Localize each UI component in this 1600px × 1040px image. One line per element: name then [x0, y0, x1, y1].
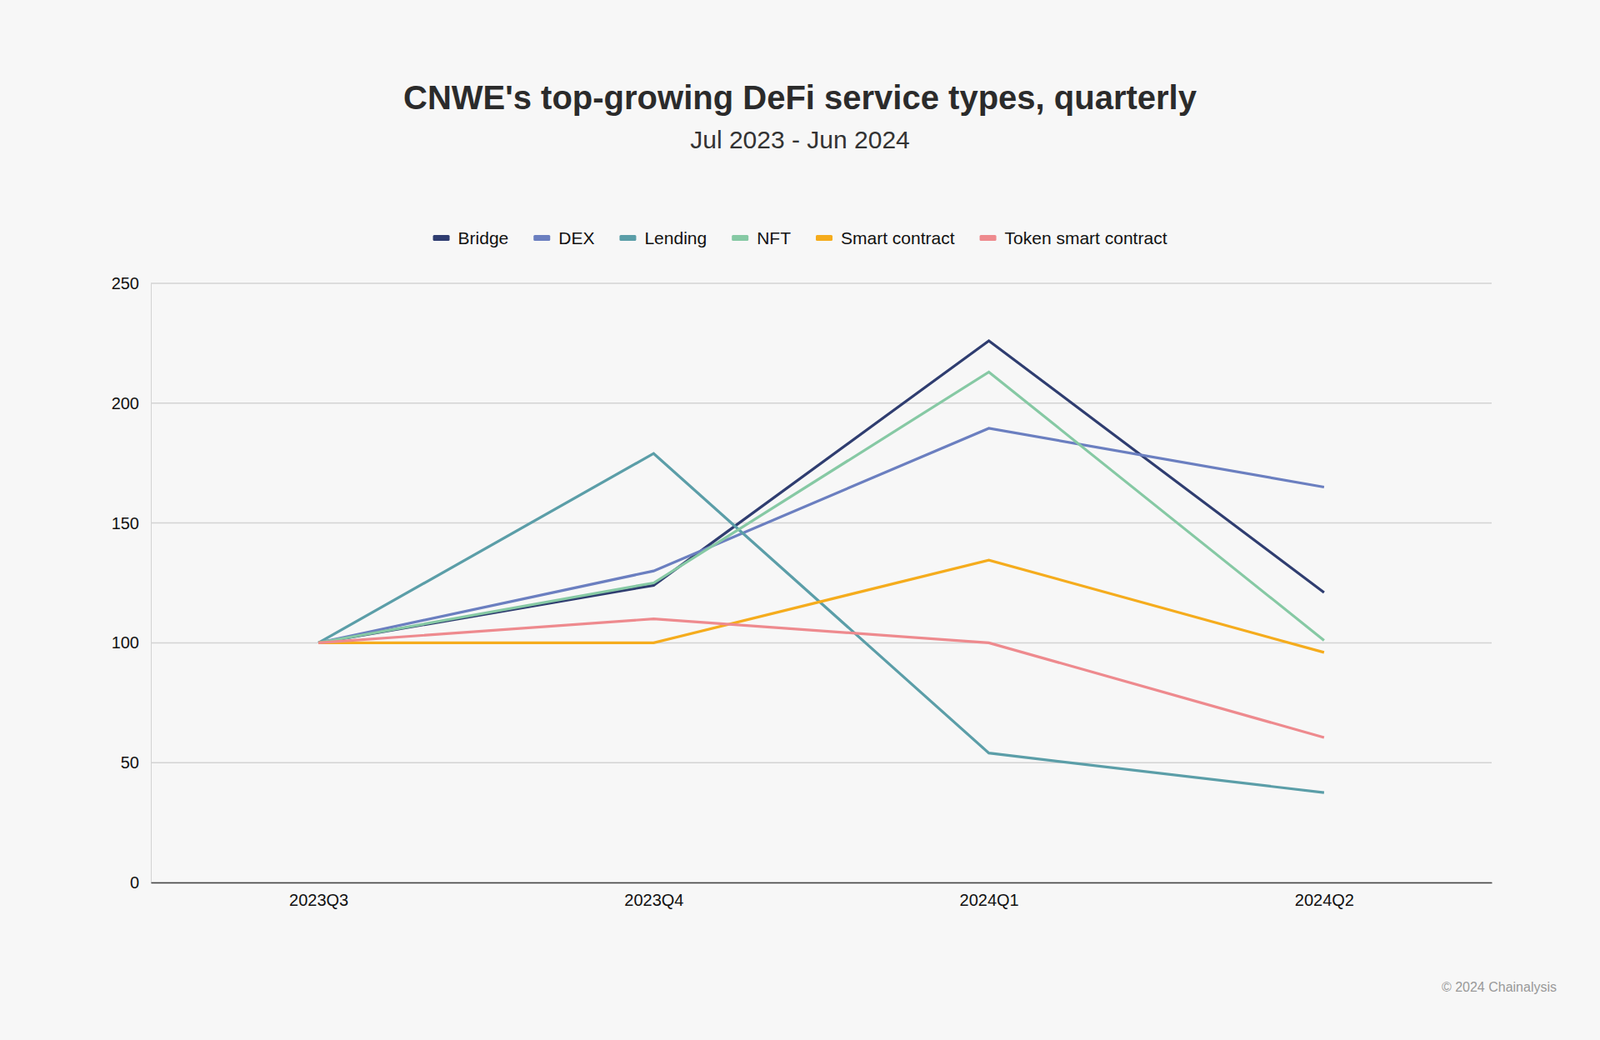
legend-swatch	[433, 235, 450, 241]
legend-swatch	[815, 235, 833, 241]
series-line	[318, 619, 1325, 738]
x-tick: 2023Q3	[289, 882, 349, 910]
grid-line	[150, 881, 1492, 884]
x-tick: 2024Q1	[960, 882, 1020, 910]
y-tick: 150	[111, 514, 151, 533]
series-line	[318, 453, 1325, 793]
title: CNWE's top-growing DeFi service types, q…	[403, 79, 1198, 116]
legend-item: DEX	[533, 228, 595, 248]
series-line	[318, 340, 1325, 643]
legend-label: Smart contract	[840, 228, 955, 248]
x-tick-label: 2023Q4	[624, 890, 684, 910]
plot: 0 50 100 150 200 250 2023Q3 2023Q4 2024Q1 2024Q2	[111, 274, 1493, 910]
subtitle: Jul 2023 - Jun 2024	[690, 125, 910, 154]
series-line	[318, 560, 1325, 653]
y-tick: 250	[111, 274, 151, 293]
legend-item: Token smart contract	[980, 228, 1168, 248]
legend-swatch	[619, 235, 636, 241]
y-axis-line	[150, 284, 152, 884]
legend-swatch	[980, 235, 997, 241]
x-tick-label: 2024Q1	[960, 890, 1020, 910]
x-axis: 2023Q3 2023Q4 2024Q1 2024Q2	[151, 882, 1493, 910]
legend-item: Smart contract	[815, 228, 955, 248]
lines	[318, 340, 1325, 793]
legend-item: NFT	[731, 228, 791, 248]
y-axis: 0 50 100 150 200 250	[111, 274, 152, 892]
chart: CNWE's top-growing DeFi service types, q…	[0, 0, 1600, 1040]
y-tick-label: 50	[120, 753, 140, 772]
x-tick-label: 2023Q3	[289, 890, 349, 910]
y-tick: 200	[111, 394, 151, 413]
x-tick: 2023Q4	[624, 882, 684, 910]
y-tick: 50	[120, 753, 151, 772]
grid	[150, 283, 1492, 883]
legend-label: Token smart contract	[1005, 228, 1168, 248]
y-tick-label: 250	[111, 274, 140, 293]
legend: Bridge DEX Lending NFT Smart contract Token s…	[433, 228, 1168, 248]
y-tick-label: 200	[111, 394, 140, 413]
background	[0, 0, 1600, 1040]
x-tick-label: 2024Q2	[1295, 890, 1355, 910]
legend-label: DEX	[558, 228, 595, 248]
y-tick-label: 150	[111, 514, 140, 533]
x-tick: 2024Q2	[1295, 882, 1355, 910]
legend-swatch	[731, 235, 749, 241]
y-tick-label: 100	[111, 633, 140, 652]
legend-label: Bridge	[458, 228, 510, 248]
grid-line	[150, 402, 1492, 405]
legend-item: Lending	[619, 228, 707, 248]
y-tick-label: 0	[130, 873, 140, 892]
grid-line	[150, 522, 1492, 525]
y-tick: 100	[111, 633, 151, 652]
legend-item: Bridge	[433, 228, 510, 248]
source: © 2024 Chainalysis	[1441, 980, 1557, 995]
grid-line	[150, 761, 1492, 764]
legend-swatch	[533, 235, 550, 241]
legend-label: Lending	[644, 228, 707, 248]
grid-line	[150, 282, 1492, 285]
x-axis-line	[151, 882, 1493, 885]
legend-label: NFT	[756, 228, 791, 248]
y-tick: 0	[130, 873, 151, 892]
